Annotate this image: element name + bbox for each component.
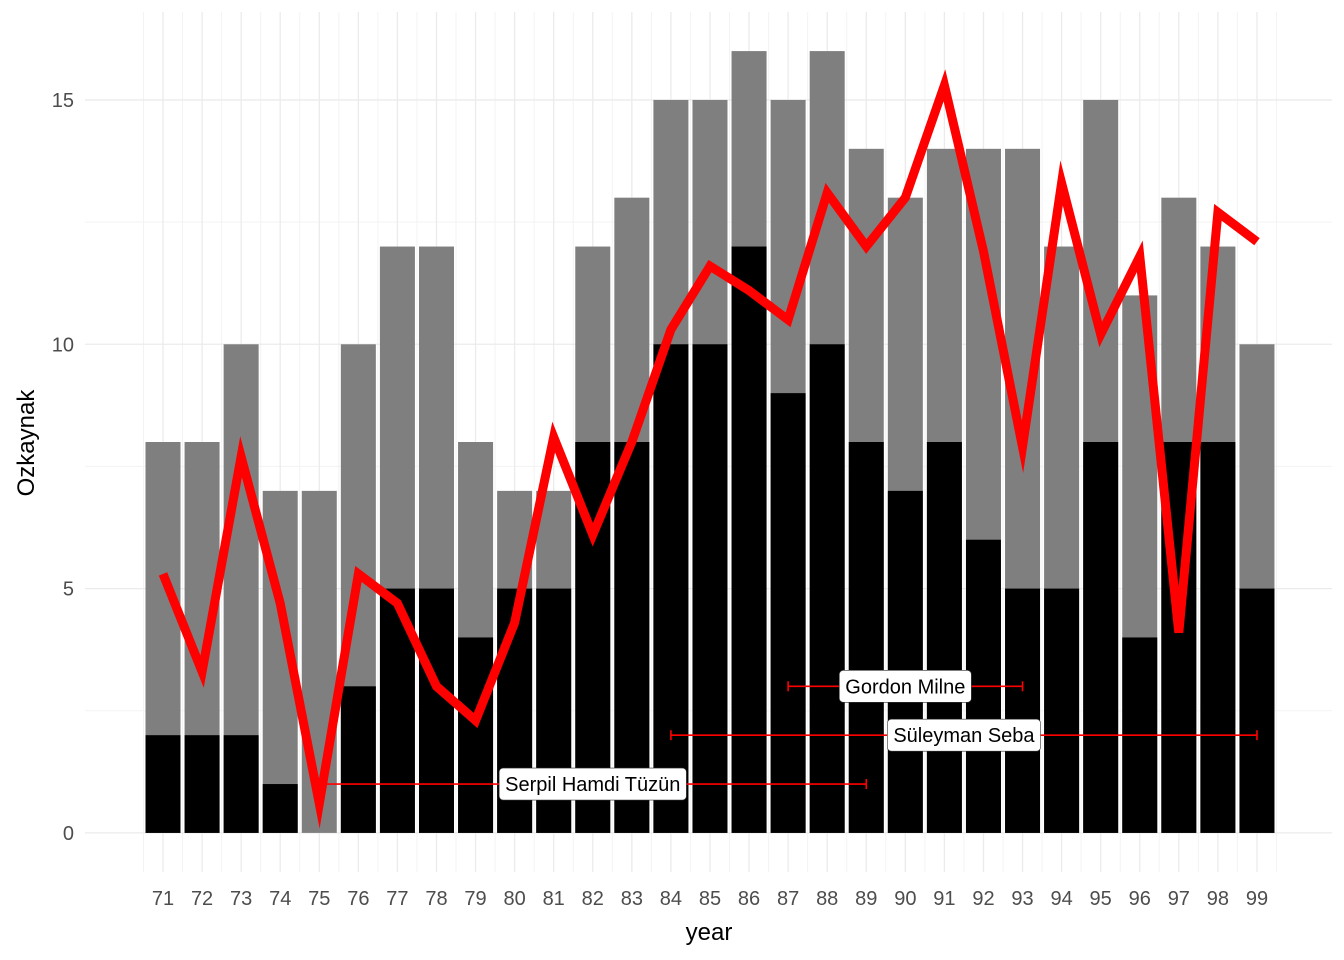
x-tick-label: 94 <box>1050 888 1072 910</box>
x-tick-label: 85 <box>699 888 721 910</box>
bar-part-86 <box>731 246 767 833</box>
x-tick-label: 97 <box>1168 888 1190 910</box>
x-tick-label: 76 <box>347 888 369 910</box>
minor-gridlines <box>85 12 1332 872</box>
bar-part-72 <box>184 735 220 833</box>
y-tick-label: 10 <box>52 334 74 356</box>
bar-part-87 <box>770 393 806 833</box>
x-tick-label: 81 <box>543 888 565 910</box>
x-tick-label: 79 <box>464 888 486 910</box>
x-tick-label: 98 <box>1207 888 1229 910</box>
bar-part-98 <box>1200 442 1236 833</box>
x-tick-label: 91 <box>933 888 955 910</box>
annotation-label-box <box>838 670 972 703</box>
bar-part-76 <box>340 686 376 833</box>
part-bars <box>145 246 1275 833</box>
x-tick-label: 78 <box>425 888 447 910</box>
bar-part-95 <box>1083 442 1119 833</box>
y-tick-labels: 0 5 10 15 <box>52 90 74 845</box>
x-tick-label: 90 <box>894 888 916 910</box>
x-tick-labels: 71 72 73 74 75 76 77 78 79 80 81 82 83 84 85 86 87 88 89 90… <box>152 888 1268 910</box>
x-tick-label: 72 <box>191 888 213 910</box>
x-tick-label: 88 <box>816 888 838 910</box>
bar-part-73 <box>223 735 259 833</box>
bar-part-71 <box>145 735 181 833</box>
annotation-label-box <box>887 718 1041 752</box>
y-tick-label: 5 <box>63 579 74 601</box>
bar-part-90 <box>887 490 923 833</box>
x-tick-label: 82 <box>582 888 604 910</box>
x-tick-label: 75 <box>308 888 330 910</box>
y-tick-label: 0 <box>63 823 74 845</box>
x-tick-label: 77 <box>386 888 408 910</box>
annotations: Gordon Milne Süleyman Seba Serpil Hamdi Tü… <box>318 670 1258 801</box>
bar-part-78 <box>418 588 454 833</box>
x-tick-label: 84 <box>660 888 682 910</box>
x-tick-label: 92 <box>972 888 994 910</box>
line-series <box>158 69 1260 829</box>
x-tick-label: 95 <box>1090 888 1112 910</box>
y-tick-label: 15 <box>52 90 74 112</box>
x-tick-label: 99 <box>1246 888 1268 910</box>
annotation-0: Gordon Milne <box>787 670 1024 703</box>
x-tick-label: 74 <box>269 888 291 910</box>
bar-total-75 <box>301 490 337 833</box>
x-tick-label: 87 <box>777 888 799 910</box>
bar-part-89 <box>848 442 884 833</box>
annotation-label: Gordon Milne <box>845 676 965 698</box>
x-axis-title: year <box>686 919 733 946</box>
x-tick-label: 83 <box>621 888 643 910</box>
x-tick-label: 80 <box>504 888 526 910</box>
bar-part-84 <box>653 344 689 833</box>
x-tick-label: 96 <box>1129 888 1151 910</box>
bar-part-91 <box>926 442 962 833</box>
x-tick-label: 73 <box>230 888 252 910</box>
annotation-label: Süleyman Seba <box>893 725 1035 747</box>
x-tick-label: 71 <box>152 888 174 910</box>
annotation-2: Serpil Hamdi Tüzün <box>318 767 868 801</box>
x-tick-label: 86 <box>738 888 760 910</box>
annotation-label-box <box>498 767 687 801</box>
x-tick-label: 93 <box>1011 888 1033 910</box>
annotation-label: Serpil Hamdi Tüzün <box>505 774 680 796</box>
bar-part-93 <box>1005 588 1041 833</box>
y-axis-title: Ozkaynak <box>13 389 40 497</box>
annotation-1: Süleyman Seba <box>670 718 1258 752</box>
bar-part-88 <box>809 344 845 833</box>
bar-part-99 <box>1239 588 1275 833</box>
bar-part-85 <box>692 344 728 833</box>
x-tick-label: 89 <box>855 888 877 910</box>
bar-part-74 <box>262 784 298 833</box>
bar-part-79 <box>458 637 494 833</box>
bar-part-94 <box>1044 588 1080 833</box>
